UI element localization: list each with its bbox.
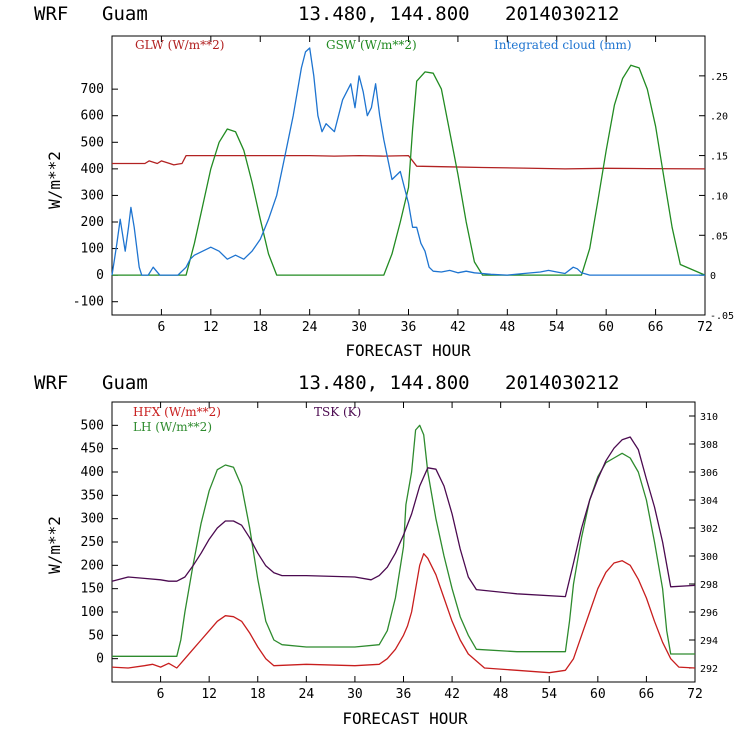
top-series-line-1	[112, 64, 706, 276]
bottom-ytick-label: 400	[81, 465, 104, 480]
top-ytick-label: 200	[81, 215, 104, 230]
top-plot-frame	[111, 35, 706, 316]
bottom-ytick-label: 0	[96, 652, 104, 667]
top-ytick-label: 500	[81, 135, 104, 150]
bottom-xtick-label: 12	[201, 687, 217, 702]
bottom-y2tick-label: 292	[700, 664, 718, 675]
top-xtick-label: 72	[697, 320, 713, 335]
bottom-y2tick-label: 308	[700, 440, 718, 451]
top-xtick-label: 30	[351, 320, 367, 335]
top-series-lines	[111, 47, 706, 276]
bottom-legend-lh: LH (W/m**2)	[133, 420, 212, 434]
top-xtick-label: 6	[158, 320, 166, 335]
top-ytick-label: 400	[81, 162, 104, 177]
bottom-header-model: WRF	[34, 372, 68, 394]
bottom-ytick-label: 50	[88, 628, 104, 643]
bottom-xtick-label: 42	[444, 687, 460, 702]
bottom-ytick-label: 100	[81, 605, 104, 620]
top-ylabel: W/m**2	[45, 151, 64, 209]
top-series-line-0	[112, 154, 706, 170]
bottom-ylabel: W/m**2	[45, 516, 64, 574]
top-xlabel: FORECAST HOUR	[345, 341, 471, 360]
bottom-ytick-label: 300	[81, 512, 104, 527]
bottom-ytick-label: 450	[81, 442, 104, 457]
bottom-legend-tsk: TSK (K)	[314, 405, 361, 419]
top-ytick-label: 0	[96, 268, 104, 283]
top-ytick-label: 700	[81, 82, 104, 97]
bottom-series-line-0	[111, 553, 696, 674]
bottom-chart: WRF Guam 13.480, 144.800 2014030212 6 12 1…	[34, 372, 718, 728]
bottom-ytick-label: 250	[81, 535, 104, 550]
bottom-xtick-label: 48	[493, 687, 509, 702]
bottom-header-coords: 13.480, 144.800	[298, 372, 470, 394]
top-y2tick-label: .25	[710, 72, 728, 83]
top-header-init: 2014030212	[505, 3, 619, 25]
bottom-xtick-label: 54	[541, 687, 557, 702]
top-y2tick-label: .10	[710, 191, 728, 202]
top-chart: WRF Guam 13.480, 144.800 2014030212 6 12 1…	[34, 3, 734, 360]
top-ytick-label: 100	[81, 242, 104, 257]
top-y2tick-label: .15	[710, 152, 728, 163]
top-xtick-label: 66	[648, 320, 664, 335]
bottom-y2tick-label: 306	[700, 468, 718, 479]
top-xtick-label: 18	[252, 320, 268, 335]
top-header-coords: 13.480, 144.800	[298, 3, 470, 25]
top-xtick-label: 24	[302, 320, 318, 335]
bottom-ytick-label: 150	[81, 582, 104, 597]
bottom-y2tick-label: 302	[700, 524, 718, 535]
bottom-ticks: 6 12 18 24 30 36 42 48 54 60 66 72 0 50 100 150 200 250 30…	[81, 402, 718, 702]
top-y2tick-label: 0	[710, 271, 716, 282]
bottom-xtick-label: 60	[590, 687, 606, 702]
bottom-series-line-1	[112, 424, 695, 657]
top-y2tick-label: -.05	[710, 311, 734, 322]
bottom-series-line-2	[111, 436, 696, 598]
bottom-y2tick-label: 310	[700, 412, 718, 423]
top-ytick-label: 600	[81, 109, 104, 124]
top-ytick-label: -100	[73, 295, 104, 310]
top-ytick-label: 300	[81, 188, 104, 203]
top-header-model: WRF	[34, 3, 68, 25]
bottom-series-lines	[111, 424, 696, 674]
bottom-xtick-label: 36	[396, 687, 412, 702]
top-header-station: Guam	[102, 3, 148, 25]
top-y2tick-label: .20	[710, 112, 728, 123]
bottom-y2tick-label: 296	[700, 608, 718, 619]
bottom-header-station: Guam	[102, 372, 148, 394]
bottom-ytick-label: 200	[81, 558, 104, 573]
bottom-xtick-label: 30	[347, 687, 363, 702]
bottom-xtick-label: 66	[639, 687, 655, 702]
bottom-xtick-label: 72	[687, 687, 703, 702]
bottom-xtick-label: 24	[299, 687, 315, 702]
bottom-y2tick-label: 298	[700, 580, 718, 591]
bottom-y2tick-label: 300	[700, 552, 718, 563]
bottom-y2tick-label: 304	[700, 496, 718, 507]
bottom-xlabel: FORECAST HOUR	[342, 709, 468, 728]
top-legend-glw: GLW (W/m**2)	[135, 38, 224, 52]
top-y2tick-label: .05	[710, 231, 728, 242]
top-ticks: 6 12 18 24 30 36 42 48 54 60 66 72 -100 0 100 200 300 400…	[73, 36, 734, 335]
bottom-ytick-label: 350	[81, 488, 104, 503]
top-legend-gsw: GSW (W/m**2)	[326, 38, 417, 52]
top-xtick-label: 12	[203, 320, 219, 335]
top-xtick-label: 54	[549, 320, 565, 335]
bottom-xtick-label: 18	[250, 687, 266, 702]
bottom-ytick-label: 500	[81, 418, 104, 433]
top-series-line-2	[111, 47, 705, 276]
top-legend-cloud: Integrated cloud (mm)	[494, 38, 632, 52]
bottom-y2tick-label: 294	[700, 636, 718, 647]
top-xtick-label: 48	[500, 320, 516, 335]
top-xtick-label: 60	[598, 320, 614, 335]
bottom-xtick-label: 6	[157, 687, 165, 702]
top-xtick-label: 36	[401, 320, 417, 335]
bottom-legend-hfx: HFX (W/m**2)	[133, 405, 221, 419]
bottom-header-init: 2014030212	[505, 372, 619, 394]
top-xtick-label: 42	[450, 320, 466, 335]
